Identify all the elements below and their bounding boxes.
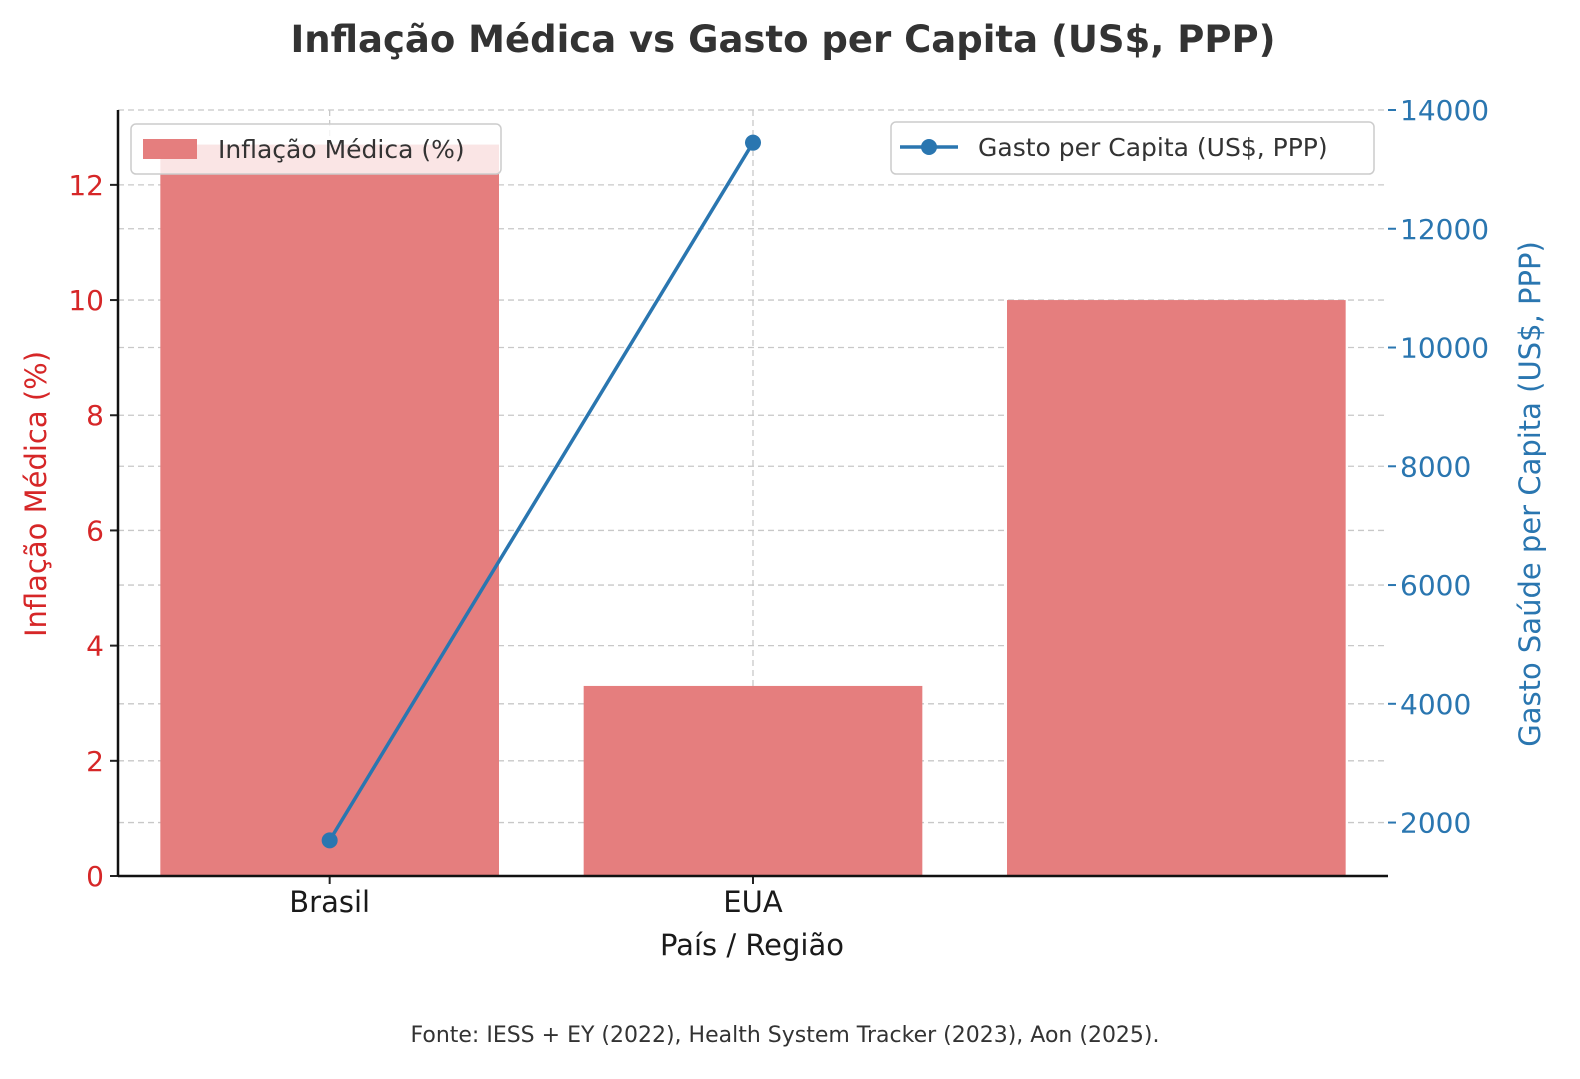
legend-bar-series: Inflação Médica (%) xyxy=(130,123,502,175)
chart-title: Inflação Médica vs Gasto per Capita (US$… xyxy=(290,18,1275,61)
legend-left-frame xyxy=(130,123,502,175)
tick-label-right: 2000 xyxy=(1400,807,1471,840)
tick-label-x: EUA xyxy=(723,885,783,919)
tick-label-right: 10000 xyxy=(1400,332,1489,365)
axes xyxy=(110,109,1396,884)
tick-labels: 0 2 4 6 8 10 12 2000 4000 6000 8000 10000 12000 14000… xyxy=(68,94,1489,919)
line-point xyxy=(745,134,761,151)
legend-bar-swatch xyxy=(143,139,197,159)
bars xyxy=(160,144,1346,876)
footnote: Fonte: IESS + EY (2022), Health System T… xyxy=(410,1023,1159,1048)
legend-line-label: Gasto per Capita (US$, PPP) xyxy=(978,133,1328,162)
x-axis-label: País / Região xyxy=(660,928,844,962)
tick-label-right: 12000 xyxy=(1400,213,1489,246)
line-series xyxy=(321,134,761,849)
tick-label-left: 0 xyxy=(86,860,104,893)
legend-right-frame xyxy=(890,121,1375,175)
legend-line-marker xyxy=(921,139,937,155)
tick-label-right: 6000 xyxy=(1400,569,1471,602)
bar xyxy=(1007,300,1346,876)
tick-label-x: Brasil xyxy=(289,885,370,919)
tick-label-left: 12 xyxy=(68,169,104,202)
series-line xyxy=(328,141,755,842)
legend-line-series: Gasto per Capita (US$, PPP) xyxy=(890,121,1375,175)
tick-label-right: 14000 xyxy=(1400,94,1489,127)
bar xyxy=(583,685,923,876)
tick-label-left: 10 xyxy=(68,284,104,317)
tick-label-left: 4 xyxy=(86,630,104,663)
tick-label-left: 6 xyxy=(86,514,104,547)
tick-label-left: 2 xyxy=(86,745,104,778)
y-axis-right-label: Gasto Saúde per Capita (US$, PPP) xyxy=(1513,241,1547,747)
tick-label-left: 8 xyxy=(86,399,104,432)
y-axis-left-label: Inflação Médica (%) xyxy=(19,351,53,637)
tick-label-right: 4000 xyxy=(1400,688,1471,721)
line-point xyxy=(321,832,338,849)
tick-label-right: 8000 xyxy=(1400,450,1471,483)
bar xyxy=(160,144,500,876)
legend-bar-label: Inflação Médica (%) xyxy=(218,135,465,164)
